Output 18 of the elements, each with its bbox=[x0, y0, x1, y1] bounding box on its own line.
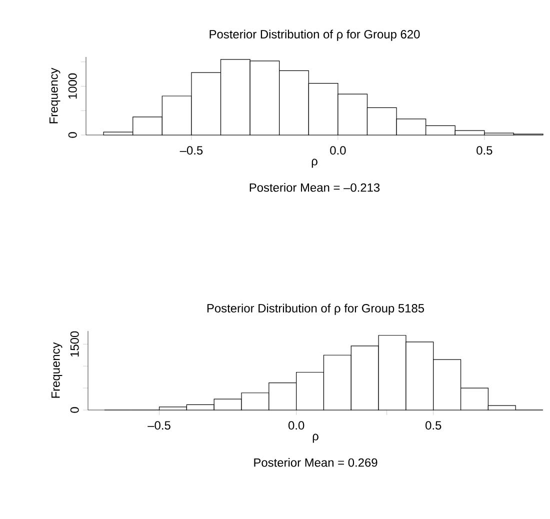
x-tick-label: –0.5 bbox=[148, 421, 170, 430]
text: Posterior Mean = –0.213 bbox=[250, 183, 380, 192]
chart-title: Posterior Distribution of ρ for Group 5185 bbox=[207, 304, 424, 315]
x-tick-label: 0.0 bbox=[288, 421, 304, 430]
x-tick-label: 0.0 bbox=[330, 146, 346, 155]
x-axis-title: ρ bbox=[312, 434, 318, 443]
y-tick-label: 1000 bbox=[68, 73, 77, 99]
y-axis-title: Frequency bbox=[50, 68, 60, 124]
y-tick-label: 1500 bbox=[70, 331, 79, 357]
y-axis-title: Frequency bbox=[52, 342, 62, 398]
y-tick-label: 0 bbox=[70, 407, 79, 413]
x-tick-label: 0.5 bbox=[476, 146, 492, 155]
chart-title: Posterior Distribution of ρ for Group 620 bbox=[210, 30, 420, 41]
y-tick-label: 0 bbox=[68, 132, 77, 138]
x-tick-label: 0.5 bbox=[426, 421, 442, 430]
text: Posterior Mean = 0.269 bbox=[254, 458, 378, 467]
x-tick-label: –0.5 bbox=[180, 146, 203, 155]
x-axis-title: ρ bbox=[312, 158, 318, 168]
